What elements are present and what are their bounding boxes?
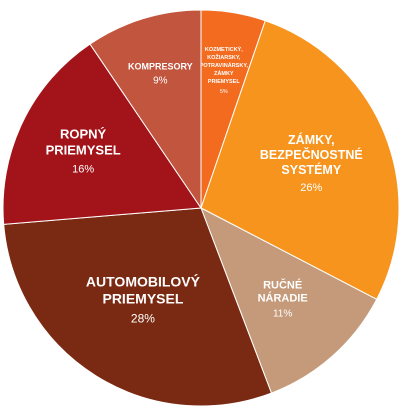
slice-label-line: RUČNÉ: [263, 278, 302, 291]
slice-value-label: 28%: [131, 311, 155, 325]
pie-slice: [89, 9, 202, 210]
slice-label-line: POTRAVINÁRSKY,: [200, 62, 249, 69]
slice-label-line: ZÁMKY: [214, 70, 234, 77]
pie-slice: [3, 207, 273, 407]
slice-label: KOMPRESORY 9%: [128, 62, 193, 87]
slice-label-line: KOŽIARSKY,: [207, 53, 241, 61]
slice-label-line: ROPNÝ: [60, 126, 107, 141]
slice-label: KOZMETICKÝ,KOŽIARSKY,POTRAVINÁRSKY,ZÁMKY…: [200, 46, 249, 95]
slice-label-line: SYSTÉMY: [281, 162, 341, 177]
pie-slice: [200, 20, 400, 301]
slice-label-line: PRIEMYSEL: [102, 290, 183, 306]
slice-label-line: PRIEMYSEL: [46, 142, 121, 157]
slice-label-line: KOZMETICKÝ,: [205, 46, 243, 53]
slice-value-label: 16%: [72, 163, 94, 175]
slice-label-line: BEZPEČNOSTNÉ: [260, 147, 363, 162]
slice-value-label: 9%: [153, 76, 168, 87]
slice-value-label: 5%: [220, 89, 228, 95]
pie-slice: [2, 43, 202, 225]
slice-label-line: ZÁMKY,: [288, 132, 335, 147]
slice-label-line: NÁRADIE: [258, 291, 308, 304]
slice-label-line: KOMPRESORY: [128, 62, 193, 72]
slice-value-label: 11%: [273, 308, 292, 319]
slice-label-line: PRIEMYSEL: [208, 79, 240, 85]
slice-label-line: AUTOMOBILOVÝ: [86, 272, 201, 289]
pie-slice: [200, 206, 378, 394]
slice-value-label: 26%: [300, 182, 322, 194]
